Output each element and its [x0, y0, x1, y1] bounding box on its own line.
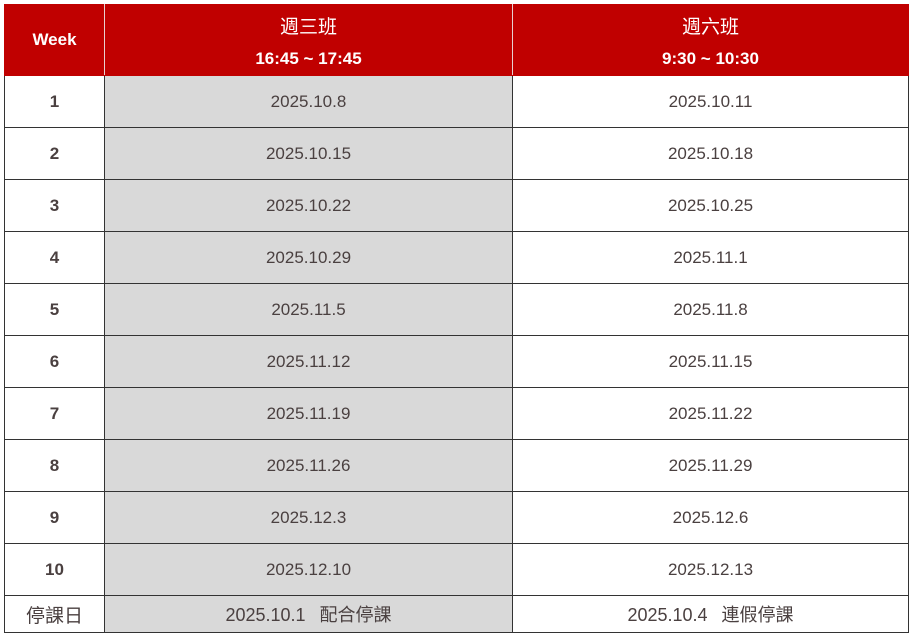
- closure-row: 停課日 2025.10.1 配合停課 2025.10.4 連假停課: [4, 595, 909, 633]
- wed-date-cell: 2025.12.10: [104, 543, 513, 596]
- sat-class-header: 週六班 9:30 ~ 10:30: [512, 4, 909, 76]
- sat-closure-date: 2025.10.4: [627, 605, 708, 625]
- sat-date-cell: 2025.11.29: [512, 439, 909, 492]
- week-cell: 6: [4, 335, 105, 388]
- wed-date-cell: 2025.11.12: [104, 335, 513, 388]
- wed-date-cell: 2025.10.29: [104, 231, 513, 284]
- week-cell: 10: [4, 543, 105, 596]
- wed-date-cell: 2025.11.19: [104, 387, 513, 440]
- wed-class-header: 週三班 16:45 ~ 17:45: [104, 4, 513, 76]
- table-row: 8 2025.11.26 2025.11.29: [4, 439, 909, 492]
- sat-class-time: 9:30 ~ 10:30: [662, 48, 759, 68]
- schedule-table: Week 週三班 16:45 ~ 17:45 週六班 9:30 ~ 10:30 …: [4, 4, 909, 633]
- table-row: 7 2025.11.19 2025.11.22: [4, 387, 909, 440]
- closure-label: 停課日: [4, 595, 105, 633]
- wed-closure-note: 配合停課: [319, 605, 392, 625]
- table-row: 4 2025.10.29 2025.11.1: [4, 231, 909, 284]
- week-header: Week: [4, 4, 105, 76]
- week-cell: 4: [4, 231, 105, 284]
- week-cell: 3: [4, 179, 105, 232]
- wed-date-cell: 2025.11.26: [104, 439, 513, 492]
- wed-date-cell: 2025.10.15: [104, 127, 513, 180]
- sat-class-title: 週六班: [681, 16, 739, 38]
- week-cell: 8: [4, 439, 105, 492]
- sat-closure: 2025.10.4 連假停課: [512, 595, 909, 633]
- week-cell: 1: [4, 75, 105, 128]
- sat-date-cell: 2025.11.15: [512, 335, 909, 388]
- sat-date-cell: 2025.11.1: [512, 231, 909, 284]
- week-cell: 5: [4, 283, 105, 336]
- wed-date-cell: 2025.10.8: [104, 75, 513, 128]
- sat-date-cell: 2025.10.25: [512, 179, 909, 232]
- wed-date-cell: 2025.11.5: [104, 283, 513, 336]
- wed-closure: 2025.10.1 配合停課: [104, 595, 513, 633]
- table-row: 9 2025.12.3 2025.12.6: [4, 491, 909, 544]
- table-row: 2 2025.10.15 2025.10.18: [4, 127, 909, 180]
- sat-date-cell: 2025.11.8: [512, 283, 909, 336]
- table-row: 10 2025.12.10 2025.12.13: [4, 543, 909, 596]
- table-row: 1 2025.10.8 2025.10.11: [4, 75, 909, 128]
- header-row: Week 週三班 16:45 ~ 17:45 週六班 9:30 ~ 10:30: [4, 4, 909, 76]
- week-cell: 7: [4, 387, 105, 440]
- sat-date-cell: 2025.10.18: [512, 127, 909, 180]
- sat-date-cell: 2025.10.11: [512, 75, 909, 128]
- sat-closure-note: 連假停課: [721, 605, 794, 625]
- wed-closure-date: 2025.10.1: [225, 605, 306, 625]
- table-row: 5 2025.11.5 2025.11.8: [4, 283, 909, 336]
- sat-date-cell: 2025.12.6: [512, 491, 909, 544]
- wed-class-title: 週三班: [279, 16, 337, 38]
- sat-date-cell: 2025.12.13: [512, 543, 909, 596]
- wed-class-time: 16:45 ~ 17:45: [255, 48, 362, 68]
- table-row: 6 2025.11.12 2025.11.15: [4, 335, 909, 388]
- week-cell: 9: [4, 491, 105, 544]
- table-row: 3 2025.10.22 2025.10.25: [4, 179, 909, 232]
- sat-date-cell: 2025.11.22: [512, 387, 909, 440]
- week-cell: 2: [4, 127, 105, 180]
- wed-date-cell: 2025.10.22: [104, 179, 513, 232]
- wed-date-cell: 2025.12.3: [104, 491, 513, 544]
